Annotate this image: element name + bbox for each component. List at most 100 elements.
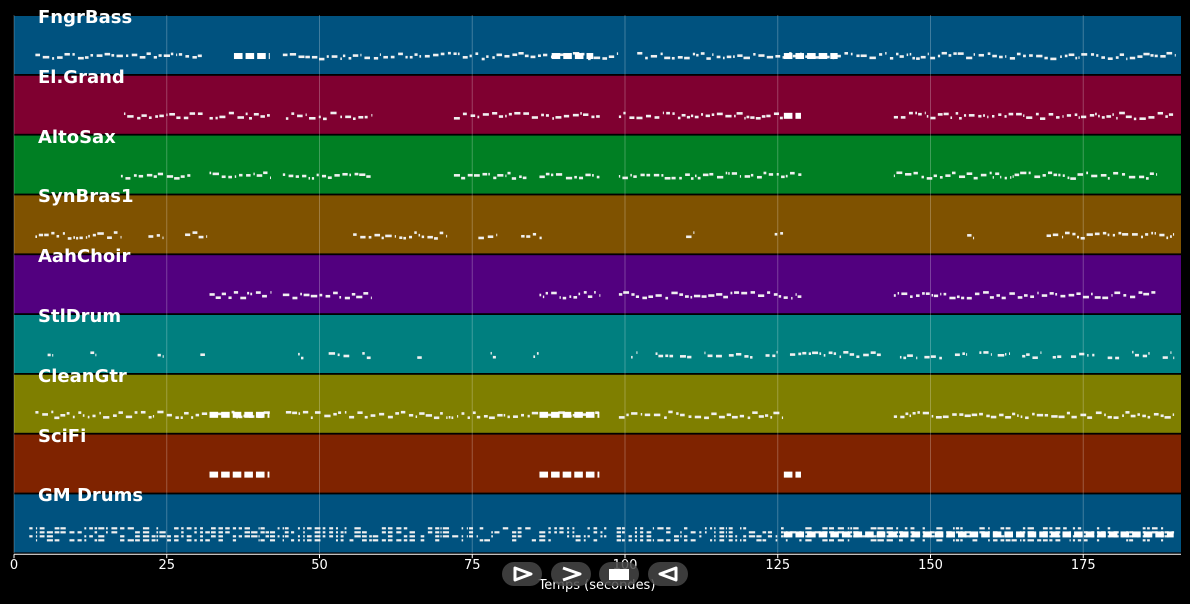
note <box>321 174 327 178</box>
track-background <box>14 16 1181 74</box>
note <box>244 531 250 534</box>
note <box>329 527 334 530</box>
note <box>814 531 821 534</box>
note <box>942 415 949 419</box>
note <box>562 471 572 478</box>
note <box>1130 295 1136 299</box>
note <box>927 52 929 56</box>
note <box>104 52 111 56</box>
note <box>983 114 985 117</box>
note <box>354 531 361 534</box>
note <box>640 412 643 416</box>
note <box>363 292 369 295</box>
note <box>42 413 48 416</box>
track-notes <box>120 171 1158 180</box>
note <box>767 535 773 538</box>
note <box>166 413 172 417</box>
note <box>167 535 171 538</box>
note <box>333 412 337 416</box>
note <box>197 112 203 116</box>
note <box>911 531 921 538</box>
note <box>1016 112 1022 116</box>
note <box>668 410 673 414</box>
note <box>94 539 98 542</box>
note <box>1060 55 1062 58</box>
note <box>322 527 326 530</box>
note <box>532 232 537 236</box>
note <box>781 175 785 179</box>
play-forward-button[interactable] <box>502 562 542 586</box>
note <box>1101 56 1105 59</box>
note <box>69 531 75 534</box>
note <box>258 527 260 530</box>
note <box>978 53 984 57</box>
note <box>574 175 577 179</box>
stop-button[interactable] <box>599 562 639 586</box>
note <box>217 412 224 416</box>
note <box>387 535 393 538</box>
note <box>719 535 725 538</box>
note <box>512 53 518 57</box>
note <box>785 539 788 542</box>
note <box>35 527 38 530</box>
note <box>314 527 321 530</box>
note <box>166 175 174 178</box>
note <box>900 116 906 119</box>
note <box>523 112 530 115</box>
note <box>781 527 784 530</box>
note <box>728 354 734 357</box>
note <box>265 531 270 534</box>
note <box>519 175 522 179</box>
note <box>291 112 295 115</box>
note <box>896 531 899 534</box>
note <box>35 535 38 538</box>
note <box>888 531 897 538</box>
note <box>781 416 784 420</box>
note <box>640 531 644 534</box>
note <box>783 296 788 299</box>
note <box>822 539 828 542</box>
note <box>924 355 930 359</box>
note <box>805 527 812 530</box>
note <box>593 527 598 530</box>
note <box>990 353 992 356</box>
note <box>1132 350 1134 354</box>
note <box>730 291 733 295</box>
note <box>795 112 801 119</box>
note <box>583 291 587 294</box>
note <box>896 52 899 56</box>
note <box>690 539 696 542</box>
note <box>250 292 253 296</box>
note <box>685 173 690 176</box>
note <box>665 296 669 300</box>
note <box>159 531 166 534</box>
note <box>920 55 926 59</box>
fast-forward-button[interactable] <box>551 562 591 586</box>
note <box>725 531 727 534</box>
note <box>1143 292 1150 296</box>
note <box>856 54 860 58</box>
x-tick-label: 0 <box>9 558 19 573</box>
note <box>997 354 1005 357</box>
note <box>1111 294 1113 297</box>
note <box>120 535 125 538</box>
note <box>1137 55 1143 58</box>
note <box>747 416 751 420</box>
note <box>292 411 298 415</box>
note <box>329 531 334 534</box>
note <box>1052 355 1056 359</box>
note <box>744 355 749 358</box>
note <box>933 294 939 298</box>
note <box>572 113 579 117</box>
note <box>245 53 255 60</box>
note <box>616 531 621 534</box>
note <box>733 55 735 58</box>
note <box>474 174 480 177</box>
note <box>292 296 298 300</box>
note <box>1012 412 1016 416</box>
note <box>372 535 379 538</box>
note <box>704 416 709 420</box>
note <box>558 411 565 414</box>
rewind-button[interactable] <box>648 562 688 586</box>
note <box>118 411 123 414</box>
